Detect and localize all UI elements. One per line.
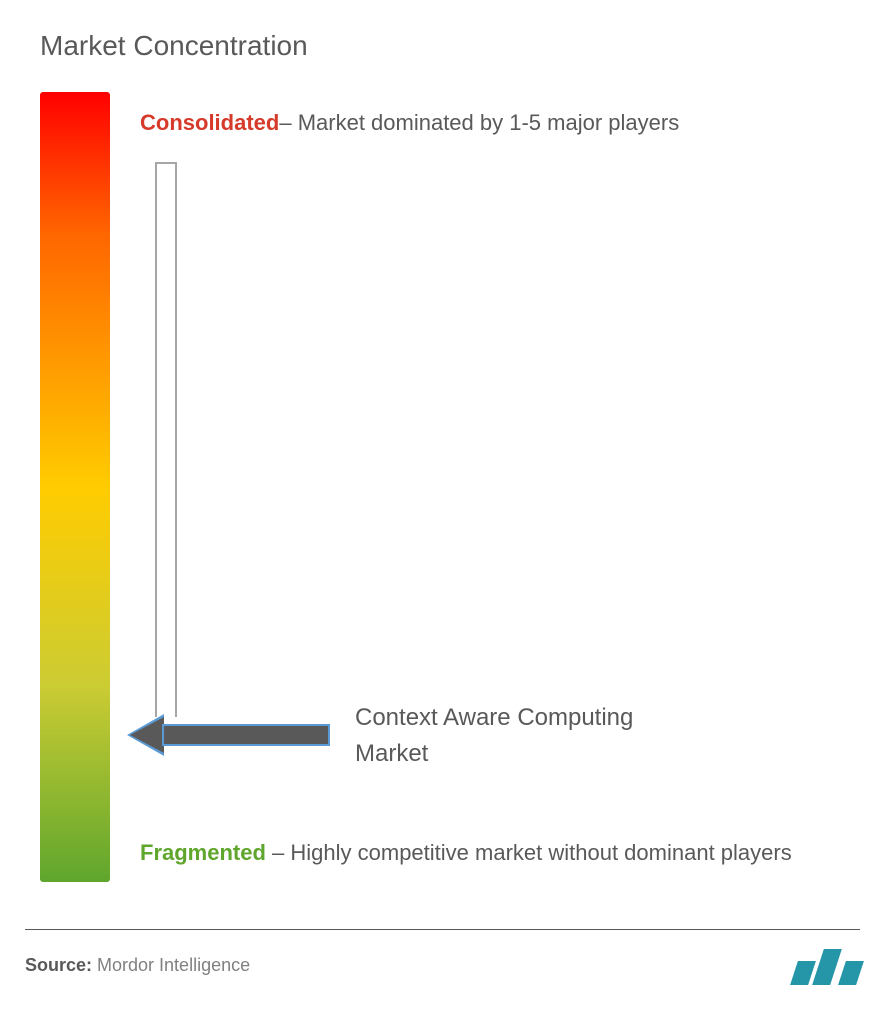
market-position-arrow	[130, 717, 330, 753]
bracket-line-left	[155, 162, 157, 717]
arrow-shape	[130, 717, 330, 753]
source-attribution: Source: Mordor Intelligence	[25, 955, 250, 976]
infographic-container: Market Concentration Consolidated– Marke…	[0, 0, 885, 1010]
logo-bar-icon	[812, 949, 842, 985]
fragmented-key: Fragmented	[140, 840, 266, 865]
bracket-top-cap	[155, 162, 177, 164]
consolidated-desc: – Market dominated by 1-5 major players	[279, 110, 679, 135]
page-title: Market Concentration	[40, 30, 845, 62]
brand-logo	[794, 945, 860, 985]
footer: Source: Mordor Intelligence	[25, 929, 860, 985]
source-label: Source:	[25, 955, 92, 975]
concentration-gradient-bar	[40, 92, 110, 882]
consolidated-key: Consolidated	[140, 110, 279, 135]
arrow-body	[162, 724, 330, 746]
range-bracket	[155, 162, 195, 717]
fragmented-label: Fragmented – Highly competitive market w…	[140, 822, 835, 884]
fragmented-desc: – Highly competitive market without domi…	[266, 840, 792, 865]
consolidated-label: Consolidated– Market dominated by 1-5 ma…	[140, 92, 835, 154]
source-value: Mordor Intelligence	[92, 955, 250, 975]
content-area: Consolidated– Market dominated by 1-5 ma…	[40, 92, 845, 902]
market-name-label: Context Aware Computing Market	[355, 700, 705, 772]
bracket-line-right	[175, 162, 177, 717]
text-column: Consolidated– Market dominated by 1-5 ma…	[110, 92, 845, 902]
arrow-head-icon	[130, 717, 164, 753]
